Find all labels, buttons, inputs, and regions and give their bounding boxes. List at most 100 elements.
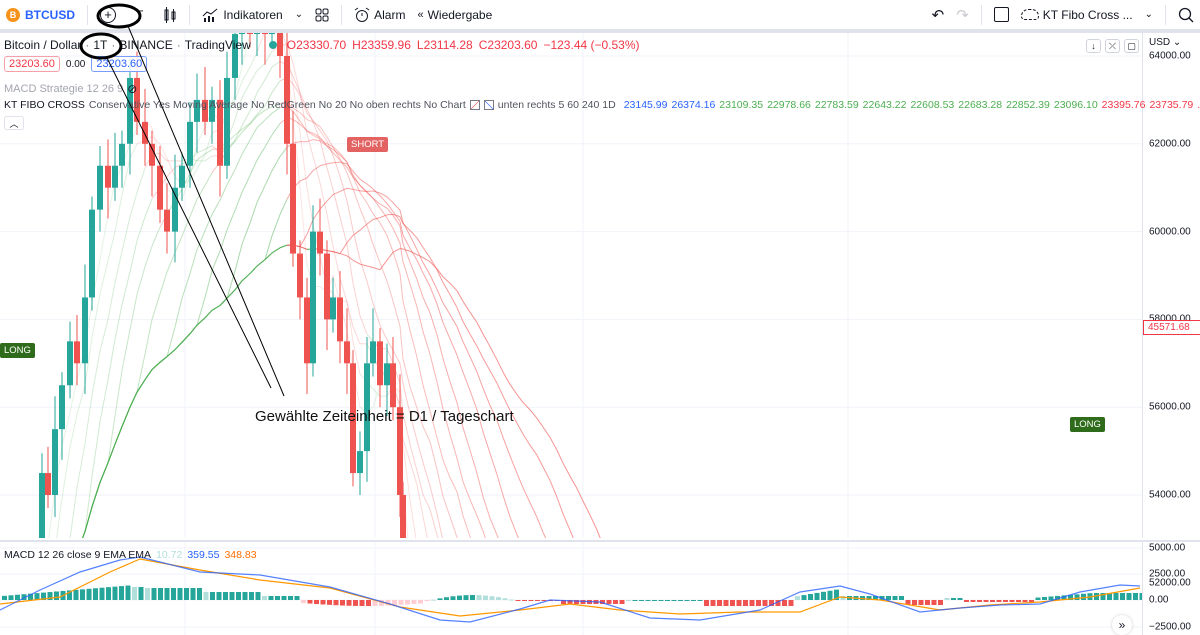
macd-legend[interactable]: MACD 12 26 close 9 EMA EMA 10.72 359.55 … [4, 549, 257, 561]
macd-title: MACD 12 26 close 9 EMA EMA [4, 549, 152, 561]
long-signal-label: LONG [1070, 417, 1105, 432]
collapse-icon: ⤫ [1108, 40, 1117, 51]
macd-signal-value: 348.83 [224, 549, 257, 561]
macd-axis-label: 5000.00 [1149, 542, 1186, 554]
divider [189, 4, 191, 25]
macd-line-value: 359.55 [187, 549, 220, 561]
fibo-cross-legend[interactable]: KT FIBO CROSS Conservative Yes Moving Av… [4, 99, 1200, 111]
chevron-up-icon: ︿ [9, 118, 19, 129]
alarm-clock-icon [354, 7, 370, 22]
fibo-more: ... [1197, 99, 1200, 111]
grid-icon [315, 8, 329, 21]
fibo-title: KT FIBO CROSS [4, 99, 85, 111]
macd-axis[interactable]: 5000.00 2500.00 0.00 −2500.00 [1142, 540, 1200, 635]
fibo-params-2: unten rechts 5 60 240 1D [497, 99, 616, 111]
fibo-value: 22643.22 [862, 99, 907, 111]
fibo-value: 23145.99 [623, 99, 668, 111]
ohlc-high: H23359.96 [352, 38, 411, 52]
search-icon [1178, 7, 1194, 22]
replay-button[interactable]: « Wiedergabe [411, 0, 498, 29]
rewind-icon: « [417, 8, 424, 21]
price-axis-label: 62000.00 [1149, 138, 1191, 150]
buy-button[interactable]: 23203.60 [91, 56, 148, 72]
fibo-value: 23395.76 [1101, 99, 1146, 111]
ohlc-change: −123.44 (−0.53%) [543, 38, 640, 52]
macd-strategy-legend[interactable]: MACD Strategie 12 26 9 ⊘ [4, 82, 137, 96]
bitcoin-icon: B [6, 7, 20, 22]
last-price-value: 45571.68 [1148, 322, 1190, 333]
layout-toggle-button[interactable] [988, 0, 1015, 29]
symbol-title: Bitcoin / Dollar [4, 38, 82, 52]
square-icon [993, 7, 1009, 22]
symbol-search-button[interactable]: B BTCUSD [0, 0, 81, 29]
layout-name-button[interactable]: KT Fibo Cross ... [1015, 0, 1139, 29]
maximize-pane-button[interactable]: ▢ [1124, 39, 1139, 53]
price-axis-label: 54000.00 [1149, 489, 1191, 501]
fibo-value: 23735.79 [1149, 99, 1194, 111]
color-swatch-icon [483, 100, 494, 110]
indicators-dropdown[interactable]: ⌄ [294, 9, 304, 20]
hidden-eye-icon[interactable]: ⊘ [127, 82, 138, 96]
collapse-pane-button[interactable]: ⤫ [1105, 39, 1120, 53]
legend-interval: 1T [93, 38, 108, 52]
price-axis-label: 58000.00 [1149, 314, 1191, 325]
double-chevron-right-icon: » [1118, 618, 1126, 632]
templates-button[interactable] [309, 0, 335, 29]
collapse-legend-button[interactable]: ︿ [4, 116, 24, 130]
fibo-value: 22608.53 [910, 99, 955, 111]
plus-circle-icon: + [100, 6, 116, 23]
indicators-button[interactable]: Indikatoren [196, 0, 288, 29]
separator: · [111, 38, 116, 52]
layout-dropdown[interactable]: ⌄ [1144, 9, 1153, 20]
source-name: TradingView [184, 38, 251, 52]
layout-name: KT Fibo Cross ... [1042, 7, 1133, 22]
macd-pane[interactable] [0, 540, 1142, 635]
price-axis-label: 52000.00 [1149, 577, 1191, 589]
macd-axis-label: 2500.00 [1149, 568, 1186, 580]
color-swatch-icon [469, 100, 480, 110]
symbol-legend[interactable]: Bitcoin / Dollar · 1T · BINANCE · Tradin… [4, 38, 640, 52]
arrow-down-icon: ↓ [1091, 41, 1096, 51]
top-toolbar: B BTCUSD + T Indikatoren ⌄ Alarm « Wiede… [0, 0, 1200, 33]
undo-button[interactable]: ↶ [931, 6, 945, 24]
long-signal-label: LONG [0, 343, 35, 358]
compare-symbol-button[interactable]: + [94, 0, 122, 29]
alert-button[interactable]: Alarm [348, 0, 411, 29]
scroll-to-realtime-button[interactable]: » [1112, 615, 1132, 635]
candles-icon [164, 6, 176, 23]
chart-type-button[interactable] [157, 0, 183, 29]
price-axis-label: 56000.00 [1149, 401, 1191, 413]
redo-button[interactable]: ↷ [956, 6, 969, 24]
last-price-tag: 45571.68 [1143, 320, 1200, 335]
spread-value: 0.00 [65, 58, 86, 70]
currency-selector[interactable]: USD ⌄ [1149, 37, 1182, 48]
price-axis[interactable]: USD ⌄ 64000.00 62000.00 60000.00 58000.00 56… [1142, 33, 1200, 588]
fibo-value: 22783.59 [814, 99, 859, 111]
toolbar-right: ↶ ↷ KT Fibo Cross ... ⌄ [926, 0, 1200, 29]
replay-label: Wiedergabe [427, 7, 493, 22]
divider [87, 4, 88, 25]
move-down-button[interactable]: ↓ [1086, 39, 1101, 53]
sell-button[interactable]: 23203.60 [4, 56, 60, 72]
indicators-label: Indikatoren [223, 7, 283, 22]
interval-button[interactable]: T [122, 0, 157, 29]
macd-chart-canvas[interactable] [0, 542, 1142, 635]
interval-label: T [136, 7, 144, 22]
macd-axis-label: −2500.00 [1149, 621, 1191, 633]
bid-ask-row: 23203.60 0.00 23203.60 [4, 56, 148, 72]
maximize-icon: ▢ [1127, 40, 1136, 51]
divider [1165, 4, 1166, 25]
price-axis-label: 64000.00 [1149, 50, 1191, 62]
fibo-value: 22978.66 [767, 99, 811, 111]
macd-strategy-label: MACD Strategie 12 26 9 [4, 83, 124, 95]
ohlc-low: L23114.28 [416, 38, 473, 52]
divider [341, 4, 343, 25]
macd-axis-label: 0.00 [1149, 594, 1169, 606]
search-button[interactable] [1172, 0, 1200, 29]
fibo-value: 23096.10 [1053, 99, 1098, 111]
alert-label: Alarm [374, 7, 406, 22]
fibo-value: 22852.39 [1006, 99, 1050, 111]
indicators-icon [202, 8, 218, 22]
separator: · [176, 38, 181, 52]
